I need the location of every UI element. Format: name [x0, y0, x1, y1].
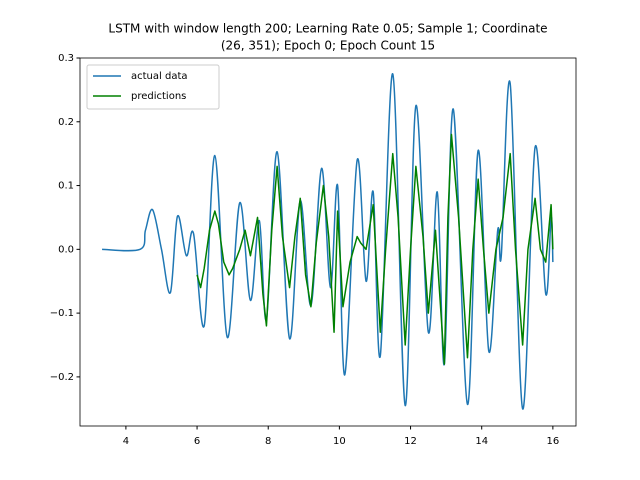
chart-title: LSTM with window length 200; Learning Ra…: [108, 22, 547, 36]
x-tick-label: 12: [404, 436, 417, 447]
x-tick-label: 14: [475, 436, 488, 447]
x-tick-label: 10: [333, 436, 346, 447]
y-tick-label: −0.1: [50, 308, 74, 319]
chart-title: (26, 351); Epoch 0; Epoch Count 15: [221, 39, 435, 53]
legend-label: actual data: [131, 71, 188, 82]
data-line: [196, 133, 554, 365]
x-tick-label: 4: [123, 436, 129, 447]
y-tick-label: 0.3: [58, 53, 74, 64]
plot-frame: [79, 57, 577, 427]
x-tick-label: 8: [265, 436, 271, 447]
y-tick-label: −0.2: [50, 372, 74, 383]
legend-label: predictions: [131, 91, 186, 102]
x-tick-label: 6: [194, 436, 200, 447]
y-tick-label: 0.0: [58, 244, 74, 255]
y-tick-label: 0.2: [58, 117, 74, 128]
x-tick-label: 16: [547, 436, 560, 447]
y-tick-label: 0.1: [58, 181, 74, 192]
